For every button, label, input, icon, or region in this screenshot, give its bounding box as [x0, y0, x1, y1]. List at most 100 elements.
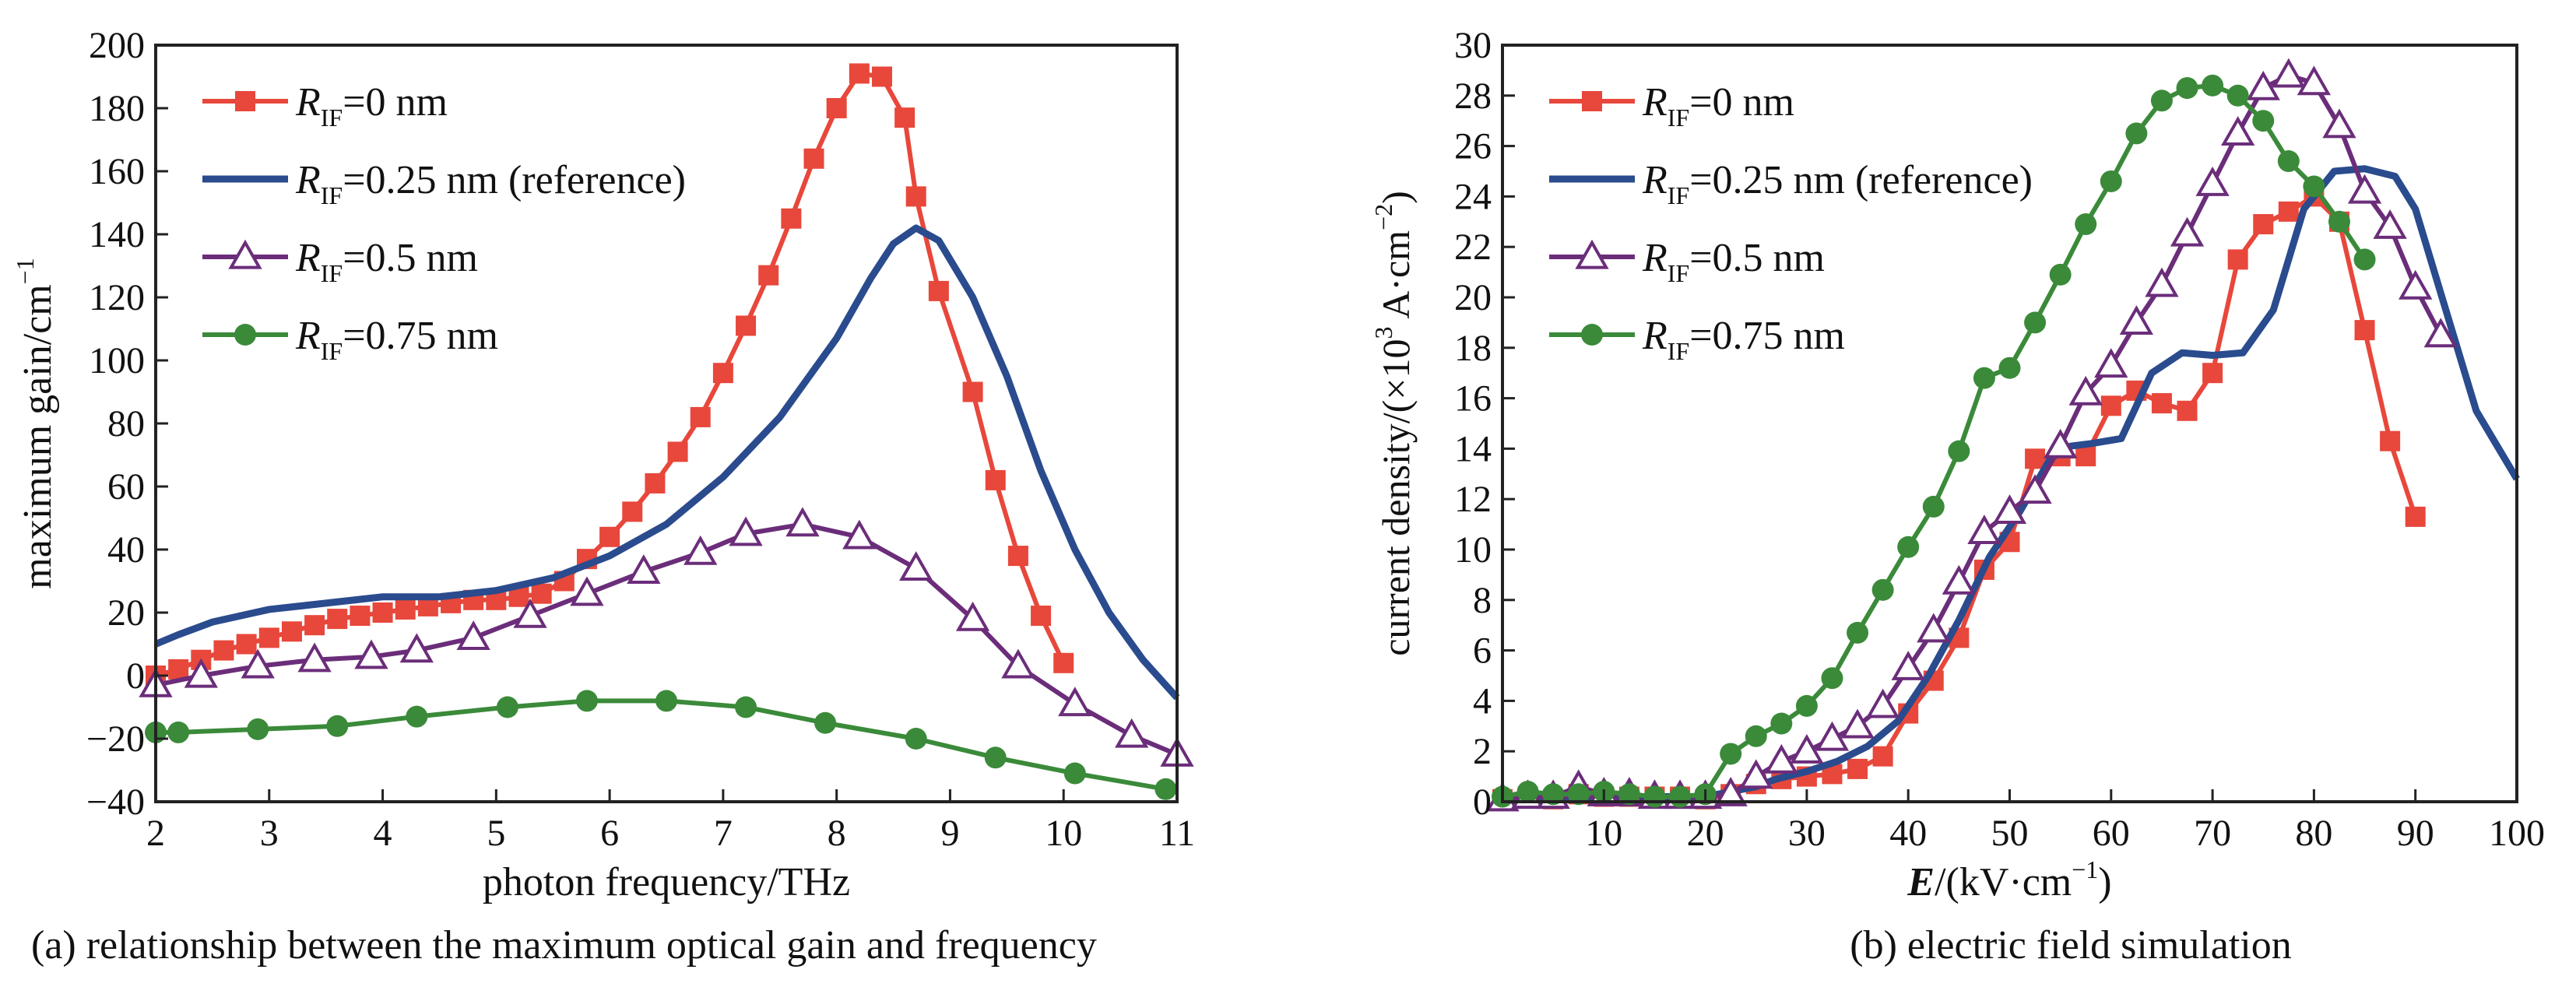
x-tick-label: 8 [828, 813, 846, 854]
data-point [1739, 759, 1773, 789]
y-tick-label: 30 [1454, 25, 1492, 66]
legend-marker [235, 91, 255, 111]
y-tick-label: 14 [1454, 428, 1492, 469]
legend-label: RIF=0.75 nm [295, 314, 498, 365]
data-point [1764, 743, 1798, 774]
data-point [531, 583, 552, 604]
y-tick-label: 20 [107, 592, 145, 634]
data-point [962, 381, 983, 402]
y-tick-label: −20 [86, 718, 145, 760]
data-point [2170, 216, 2205, 247]
data-point [456, 620, 490, 651]
x-tick-label: 2 [146, 813, 165, 854]
data-point [849, 63, 870, 84]
chart-a: 2 3 4 5 6 7 8 9 10 11 −40 −20 0 20 40 60 80 100 120 140 160 1… [11, 25, 1195, 904]
legend-label: RIF=0.25 nm (reference) [295, 158, 686, 209]
data-point [247, 718, 269, 740]
data-point [599, 526, 620, 547]
x-tick-label: 9 [940, 813, 959, 854]
data-point [985, 469, 1006, 490]
x-tick-label: 60 [2093, 813, 2130, 854]
data-point [1154, 778, 1177, 800]
data-point [1922, 495, 1945, 518]
legend-marker [1581, 324, 1603, 346]
data-point [984, 746, 1007, 769]
data-point [2125, 122, 2148, 145]
data-point [1865, 688, 1900, 718]
data-point [1720, 743, 1742, 765]
y-tick-label: 120 [89, 277, 145, 318]
data-point [905, 186, 926, 207]
data-point [2025, 448, 2046, 469]
data-point [570, 576, 604, 606]
y-axis-label: current density/(×103 A·cm−2) [1369, 191, 1418, 656]
data-point [622, 501, 643, 522]
data-point [496, 696, 518, 718]
data-point [1643, 785, 1666, 808]
data-point [2253, 214, 2274, 235]
data-point [2227, 249, 2248, 270]
series-3 [145, 690, 1177, 800]
data-point [2145, 267, 2179, 297]
data-point [2075, 446, 2096, 467]
data-point [2373, 209, 2407, 239]
data-point [2399, 269, 2433, 300]
data-point [655, 690, 677, 712]
data-point [213, 640, 234, 661]
y-tick-label: 10 [1454, 529, 1492, 571]
data-point [736, 315, 757, 336]
data-point [1001, 648, 1035, 679]
data-point [894, 107, 915, 128]
data-point [712, 363, 733, 384]
data-point [2195, 166, 2230, 196]
x-tick-label: 11 [1159, 813, 1195, 854]
data-point [236, 634, 257, 655]
legend-marker [1575, 239, 1609, 269]
data-point [1053, 652, 1074, 673]
x-tick-label: 10 [1585, 813, 1622, 854]
data-point [1897, 536, 1920, 558]
data-point [1967, 515, 2001, 544]
data-point [1973, 367, 1995, 389]
data-point [826, 98, 847, 118]
x-tick-label: 6 [600, 813, 619, 854]
x-tick-label: 4 [374, 813, 392, 854]
data-point [2119, 305, 2154, 335]
y-tick-label: 6 [1473, 630, 1492, 672]
data-point [513, 598, 547, 628]
data-point [928, 280, 949, 301]
y-tick-label: 100 [89, 340, 145, 381]
data-point [297, 642, 332, 673]
data-point [2278, 201, 2299, 222]
y-tick-label: 160 [89, 151, 145, 192]
y-tick-label: 180 [89, 88, 145, 129]
y-tick-label: −40 [86, 782, 145, 823]
data-point [1872, 746, 1893, 767]
data-point [1713, 777, 1748, 806]
data-point [645, 472, 666, 493]
data-point [2151, 393, 2172, 414]
data-point [803, 148, 824, 169]
x-tick-label: 3 [260, 813, 279, 854]
legend-label: RIF=0.75 nm [1642, 314, 1845, 365]
data-point [2423, 318, 2458, 348]
data-point [2094, 348, 2128, 378]
data-point [1669, 785, 1692, 808]
data-point [667, 441, 688, 462]
legend: RIF=0 nm RIF=0.25 nm (reference) RIF=0.5 n… [202, 80, 686, 365]
data-point [575, 690, 598, 712]
data-point [354, 639, 388, 669]
y-tick-label: 4 [1473, 680, 1492, 722]
legend-marker [234, 324, 256, 346]
data-point [395, 599, 416, 620]
data-point [2252, 110, 2275, 132]
legend-label: RIF=0.5 nm [1642, 236, 1825, 287]
data-point [2068, 375, 2103, 406]
data-point [785, 507, 820, 537]
data-point [1891, 651, 1925, 680]
data-point [1567, 783, 1590, 806]
data-point [1998, 357, 2021, 379]
y-tick-label: 18 [1454, 328, 1492, 369]
x-tick-label: 90 [2397, 813, 2434, 854]
